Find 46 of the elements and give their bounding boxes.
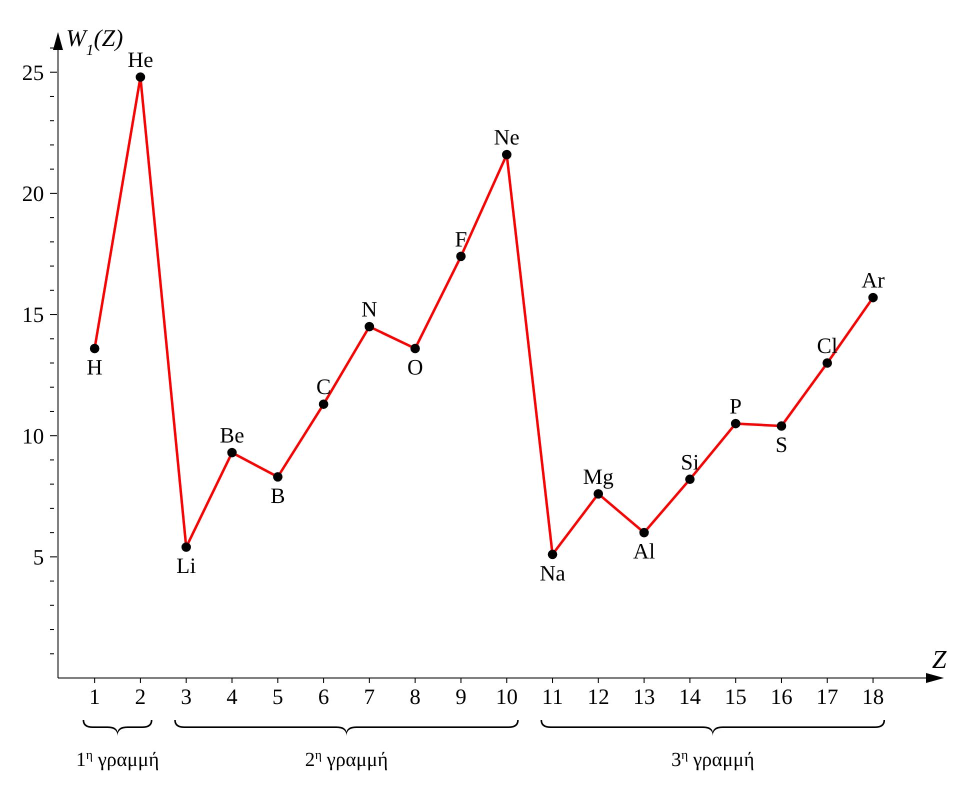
annotation: Si	[680, 449, 700, 474]
annotation: H	[86, 354, 103, 380]
annotation: N	[361, 296, 378, 322]
x-tick-label: 9	[455, 684, 466, 709]
y-tick-label: 15	[22, 302, 44, 328]
x-tick-label: 16	[770, 684, 792, 709]
x-tick-label: 4	[226, 684, 238, 709]
x-tick-label: 3	[180, 684, 192, 709]
text: 3$^{η}$ γραμμή	[671, 746, 754, 771]
x-tick-label: 13	[633, 684, 656, 709]
annotation: C	[316, 374, 331, 400]
x-axis-title: Z	[932, 645, 947, 674]
annotation: Cl	[816, 333, 838, 358]
x-tick-label: 1	[89, 684, 100, 709]
annotation: He	[128, 47, 154, 72]
annotation: Ne	[494, 124, 520, 150]
annotation: Li	[176, 553, 196, 578]
x-tick-label: 11	[542, 684, 564, 709]
x-tick-label: 12	[587, 684, 610, 709]
x-tick-label: 10	[496, 684, 518, 709]
annotation: Na	[540, 560, 566, 586]
x-tick-label: 18	[862, 684, 884, 709]
x-tick-label: 5	[272, 684, 284, 709]
y-tick-label: 25	[22, 60, 44, 85]
annotation: S	[775, 432, 788, 457]
x-tick-label: 17	[816, 684, 838, 709]
x-tick-label: 6	[318, 684, 330, 709]
y-axis-title: W$_{1}$(Z)	[66, 26, 124, 58]
x-tick-label: 7	[364, 684, 375, 709]
y-tick-label: 10	[22, 423, 44, 448]
x-tick-label: 15	[724, 684, 747, 709]
annotation: F	[454, 226, 468, 252]
x-tick-label: 8	[410, 684, 421, 709]
text: 2$^{η}$ γραμμή	[304, 746, 388, 771]
annotation: Mg	[583, 464, 614, 489]
annotation: Al	[633, 538, 656, 564]
annotation: P	[730, 394, 742, 419]
y-tick-label: 20	[22, 181, 44, 206]
text: 1$^{η}$ γραμμή	[76, 746, 160, 771]
annotation: B	[270, 482, 286, 508]
annotation: O	[407, 354, 424, 380]
annotation: Be	[220, 422, 244, 448]
x-tick-label: 2	[134, 684, 146, 709]
y-tick-label: 5	[33, 544, 44, 570]
x-tick-label: 14	[678, 684, 701, 709]
annotation: Ar	[861, 268, 886, 293]
